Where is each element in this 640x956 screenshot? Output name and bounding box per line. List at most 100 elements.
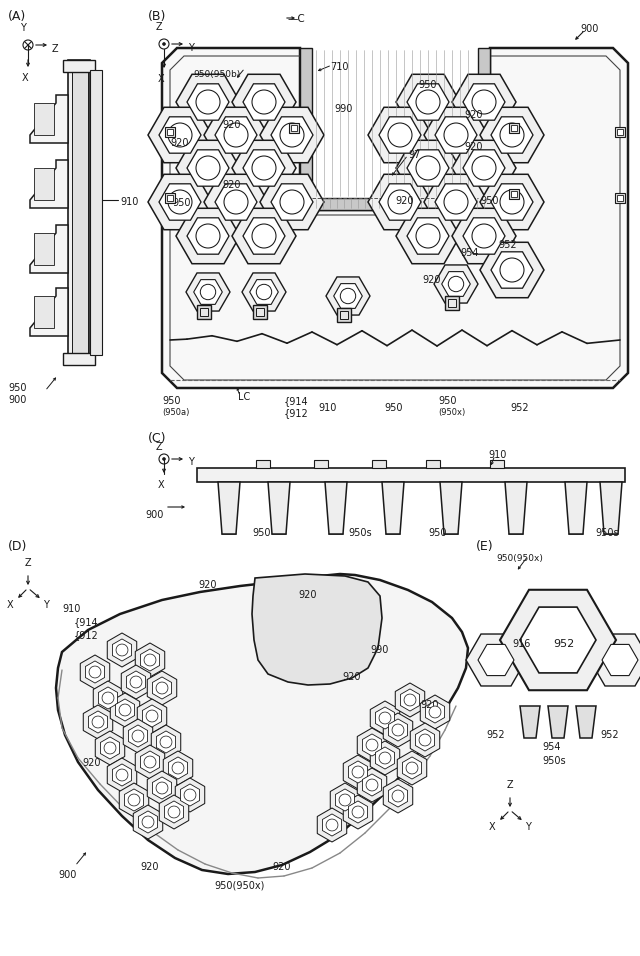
- Polygon shape: [463, 84, 505, 120]
- Polygon shape: [113, 639, 132, 661]
- Polygon shape: [463, 218, 505, 254]
- Polygon shape: [242, 273, 286, 311]
- Text: 950(950x): 950(950x): [215, 880, 265, 890]
- Polygon shape: [243, 218, 285, 254]
- Circle shape: [92, 716, 104, 728]
- Polygon shape: [348, 761, 367, 783]
- Polygon shape: [379, 117, 421, 153]
- Text: 954: 954: [460, 248, 479, 258]
- Circle shape: [252, 90, 276, 114]
- Bar: [511, 125, 517, 131]
- Circle shape: [388, 123, 412, 147]
- Circle shape: [392, 790, 404, 802]
- Polygon shape: [333, 284, 362, 309]
- Circle shape: [500, 123, 524, 147]
- Text: {912: {912: [74, 630, 99, 640]
- Polygon shape: [452, 208, 516, 264]
- Polygon shape: [159, 117, 201, 153]
- Polygon shape: [243, 150, 285, 186]
- Circle shape: [252, 156, 276, 180]
- Text: Z: Z: [156, 22, 163, 32]
- Polygon shape: [119, 783, 148, 817]
- Polygon shape: [383, 713, 413, 747]
- Bar: [200, 308, 208, 316]
- Text: LC: LC: [238, 392, 250, 402]
- Polygon shape: [491, 117, 533, 153]
- Text: 950: 950: [252, 528, 271, 538]
- Bar: [256, 460, 270, 468]
- Circle shape: [200, 284, 216, 299]
- Text: 710: 710: [330, 62, 349, 72]
- Polygon shape: [434, 265, 478, 303]
- Polygon shape: [491, 251, 533, 288]
- Bar: [167, 129, 173, 135]
- Text: 910: 910: [120, 197, 138, 207]
- Polygon shape: [442, 272, 470, 296]
- Bar: [314, 460, 328, 468]
- Circle shape: [160, 736, 172, 748]
- Polygon shape: [34, 103, 54, 135]
- Bar: [617, 195, 623, 201]
- Polygon shape: [250, 279, 278, 304]
- Circle shape: [168, 190, 192, 214]
- Circle shape: [472, 224, 496, 248]
- Text: Y: Y: [188, 457, 194, 467]
- Text: 900: 900: [580, 24, 598, 34]
- Bar: [289, 123, 299, 133]
- Circle shape: [116, 769, 128, 781]
- Bar: [617, 129, 623, 135]
- Text: Y: Y: [43, 600, 49, 610]
- Polygon shape: [500, 590, 616, 690]
- Text: (950a): (950a): [162, 408, 189, 417]
- Polygon shape: [396, 141, 460, 196]
- Polygon shape: [30, 288, 68, 336]
- Text: 910: 910: [488, 450, 506, 460]
- Polygon shape: [452, 75, 516, 130]
- Polygon shape: [110, 693, 140, 727]
- Polygon shape: [317, 808, 347, 842]
- Polygon shape: [152, 777, 172, 799]
- Polygon shape: [396, 75, 460, 130]
- Circle shape: [280, 190, 304, 214]
- Text: 950: 950: [8, 383, 26, 393]
- Text: 950: 950: [480, 196, 499, 206]
- Polygon shape: [176, 75, 240, 130]
- Polygon shape: [152, 677, 172, 699]
- Polygon shape: [63, 353, 95, 365]
- Text: Y: Y: [525, 822, 531, 832]
- Polygon shape: [56, 574, 468, 874]
- Polygon shape: [252, 574, 382, 685]
- Text: Z: Z: [507, 780, 513, 790]
- Bar: [490, 460, 504, 468]
- Polygon shape: [383, 779, 413, 813]
- Bar: [337, 308, 351, 322]
- Text: 950: 950: [418, 80, 436, 90]
- Circle shape: [102, 692, 114, 704]
- Polygon shape: [140, 751, 159, 773]
- Circle shape: [196, 90, 220, 114]
- Text: 900: 900: [145, 510, 163, 520]
- Polygon shape: [30, 160, 68, 208]
- Text: 950: 950: [438, 396, 456, 406]
- Bar: [511, 191, 517, 197]
- Polygon shape: [424, 174, 488, 229]
- Text: 920: 920: [82, 758, 100, 768]
- Polygon shape: [505, 482, 527, 534]
- Circle shape: [156, 682, 168, 694]
- Polygon shape: [323, 814, 342, 836]
- Circle shape: [196, 156, 220, 180]
- Polygon shape: [576, 706, 596, 738]
- Polygon shape: [115, 699, 134, 721]
- Polygon shape: [271, 184, 313, 220]
- Circle shape: [416, 90, 440, 114]
- Circle shape: [352, 806, 364, 818]
- Bar: [340, 311, 348, 319]
- Circle shape: [163, 43, 165, 45]
- Circle shape: [130, 676, 142, 688]
- Polygon shape: [371, 701, 400, 735]
- Circle shape: [116, 644, 128, 656]
- Text: 920: 920: [420, 700, 438, 710]
- Text: 920: 920: [422, 275, 440, 285]
- Polygon shape: [232, 141, 296, 196]
- Polygon shape: [187, 84, 229, 120]
